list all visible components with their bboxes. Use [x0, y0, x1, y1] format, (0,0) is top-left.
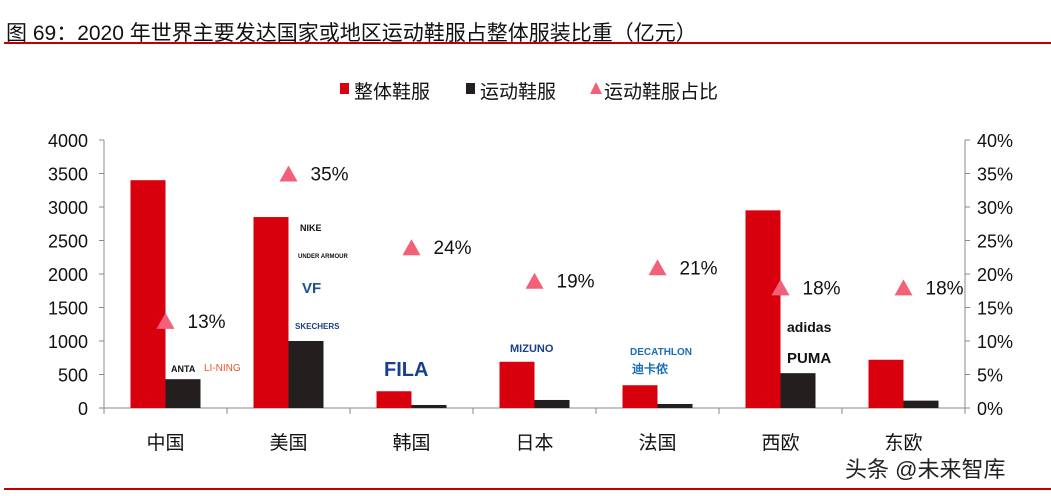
bar-total-6 [868, 359, 904, 408]
share-marker-6 [894, 279, 913, 296]
brand-logo-anta: ANTA [171, 364, 196, 374]
share-label-5: 18% [803, 278, 841, 299]
y2-tick-label: 25% [977, 232, 1013, 252]
y-tick-label: 1500 [48, 299, 88, 319]
y-tick-label: 3500 [48, 165, 88, 185]
bar-sports-4 [657, 403, 693, 408]
share-label-3: 19% [557, 272, 595, 293]
title-rule [4, 42, 1051, 44]
bar-total-5 [745, 210, 781, 408]
brand-logo-skechers: SKECHERS [295, 322, 340, 331]
legend-label-2: 运动鞋服占比 [604, 81, 718, 103]
brand-logo-nike: NIKE [300, 223, 322, 233]
y2-tick-label: 10% [977, 332, 1013, 352]
bar-total-4 [622, 385, 658, 408]
share-marker-5 [771, 279, 790, 296]
y2-tick-label: 15% [977, 299, 1013, 319]
x-tick-label: 东欧 [884, 432, 922, 454]
share-marker-2 [402, 239, 421, 256]
share-label-4: 21% [680, 258, 718, 279]
brand-logo-li-ning: LI-NING [204, 363, 241, 374]
share-label-6: 18% [926, 278, 964, 299]
share-label-0: 13% [188, 312, 226, 333]
x-tick-label: 美国 [269, 432, 307, 454]
bar-sports-2 [411, 404, 447, 408]
brand-logo-vf: VF [302, 280, 321, 297]
bar-sports-6 [903, 400, 939, 408]
bar-total-2 [376, 391, 412, 408]
share-marker-3 [525, 272, 544, 289]
legend-label-0: 整体鞋服 [354, 81, 430, 103]
legend-label-1: 运动鞋服 [480, 81, 556, 103]
watermark: 头条 @未来智库 [845, 457, 1006, 482]
brand-logo-decathlon: DECATHLON [630, 347, 692, 358]
y-tick-label: 500 [58, 366, 88, 386]
y-tick-label: 2000 [48, 265, 88, 285]
bar-total-0 [130, 180, 166, 408]
bar-total-1 [253, 217, 289, 408]
bar-sports-1 [288, 341, 324, 408]
share-marker-0 [156, 312, 175, 329]
figure-title: 图 69：2020 年世界主要发达国家或地区运动鞋服占整体服装比重（亿元） [6, 22, 697, 45]
bar-sports-3 [534, 399, 570, 408]
y2-tick-label: 30% [977, 198, 1013, 218]
y2-tick-label: 5% [977, 366, 1003, 386]
brand-logo-mizuno: MIZUNO [510, 343, 554, 355]
legend-swatch-1 [466, 83, 475, 94]
bar-sports-5 [780, 373, 816, 408]
y-tick-label: 0 [78, 399, 88, 419]
brand-logo-adidas: adidas [787, 319, 832, 335]
brand-logo-迪卡侬: 迪卡侬 [632, 361, 669, 376]
x-tick-label: 西欧 [761, 432, 799, 454]
share-marker-1 [279, 165, 298, 182]
share-label-2: 24% [434, 238, 472, 259]
bar-sports-0 [165, 379, 201, 408]
x-tick-label: 日本 [515, 432, 553, 454]
brand-logo-puma: PUMA [787, 350, 831, 367]
brand-logo-under-armour: UNDER ARMOUR [298, 254, 348, 260]
legend-swatch-2 [590, 82, 602, 94]
brand-logo-fila: FILA [384, 359, 428, 381]
y-tick-label: 2500 [48, 232, 88, 252]
y-tick-label: 4000 [48, 131, 88, 151]
y2-tick-label: 0% [977, 399, 1003, 419]
x-tick-label: 中国 [146, 432, 184, 454]
bar-total-3 [499, 361, 535, 408]
legend-swatch-0 [340, 83, 349, 94]
x-tick-label: 韩国 [392, 432, 430, 454]
x-tick-label: 法国 [638, 432, 676, 454]
share-label-1: 35% [311, 165, 349, 186]
share-marker-4 [648, 259, 667, 276]
y-tick-label: 3000 [48, 198, 88, 218]
y2-tick-label: 40% [977, 131, 1013, 151]
bottom-rule [4, 488, 1051, 490]
y2-tick-label: 20% [977, 265, 1013, 285]
y2-tick-label: 35% [977, 165, 1013, 185]
y-tick-label: 1000 [48, 332, 88, 352]
